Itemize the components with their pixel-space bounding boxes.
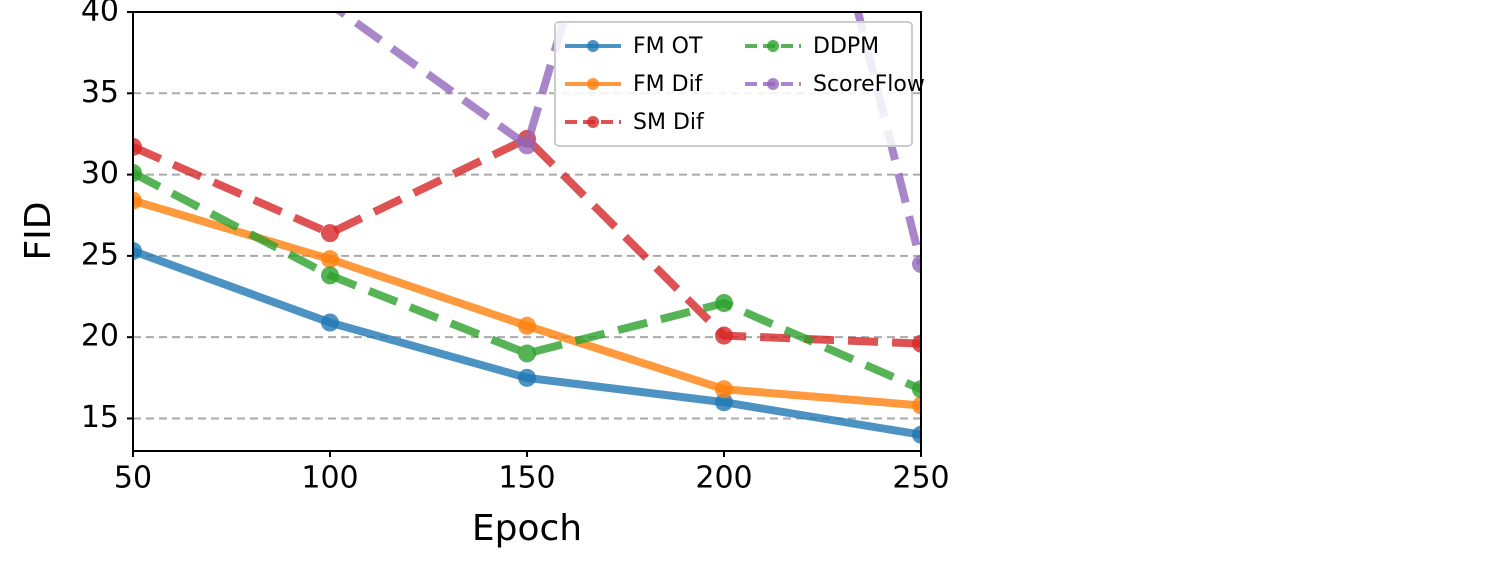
y-tick-label: 25 — [81, 237, 119, 272]
x-axis-label: Epoch — [472, 508, 582, 549]
legend-box — [554, 21, 913, 147]
x-tick-label: 100 — [301, 461, 358, 496]
series-marker — [518, 316, 536, 335]
legend-label: FM OT — [633, 34, 703, 59]
plot-area — [133, 12, 921, 444]
series-marker — [715, 294, 733, 313]
legend-marker — [767, 40, 779, 52]
legend-label: FM Dif — [633, 72, 704, 97]
legend-label: DDPM — [813, 34, 879, 59]
y-tick-label: 20 — [81, 319, 119, 354]
series-marker — [321, 266, 339, 285]
series-marker — [133, 191, 142, 210]
x-tick-label: 250 — [892, 461, 949, 496]
series-line — [133, 133, 921, 348]
series-marker — [133, 242, 142, 261]
y-axis-label: FID — [18, 201, 59, 260]
legend-marker — [587, 116, 599, 128]
series-marker — [912, 334, 921, 353]
y-tick-label: 30 — [81, 156, 119, 191]
legend-label: SM Dif — [633, 110, 705, 135]
series-marker — [912, 380, 921, 399]
y-tick-label: 40 — [81, 0, 119, 29]
series-marker — [321, 250, 339, 269]
series-marker — [715, 326, 733, 345]
series-marker — [321, 313, 339, 332]
series-marker — [326, 12, 334, 13]
series-marker — [912, 255, 921, 274]
y-tick-label: 15 — [81, 400, 119, 435]
series-marker — [912, 425, 921, 444]
series-marker — [518, 368, 536, 387]
series-marker — [133, 163, 142, 182]
legend-marker — [767, 78, 779, 90]
legend-marker — [587, 40, 599, 52]
series-marker — [912, 396, 921, 415]
y-tick-label: 35 — [81, 75, 119, 110]
x-tick-label: 200 — [695, 461, 752, 496]
series-marker — [133, 137, 142, 156]
series-line — [133, 247, 921, 439]
x-tick-label: 50 — [114, 461, 152, 496]
series-line — [133, 169, 921, 393]
series-marker — [715, 393, 733, 412]
x-tick-label: 150 — [498, 461, 555, 496]
series-marker — [321, 224, 339, 243]
series-marker — [518, 344, 536, 363]
legend-label: ScoreFlow — [813, 72, 925, 97]
series-marker — [715, 380, 733, 399]
legend-marker — [587, 78, 599, 90]
legend: FM OT FM Dif SM Dif DDPM ScoreFlow — [554, 21, 925, 147]
series-marker — [518, 136, 536, 155]
